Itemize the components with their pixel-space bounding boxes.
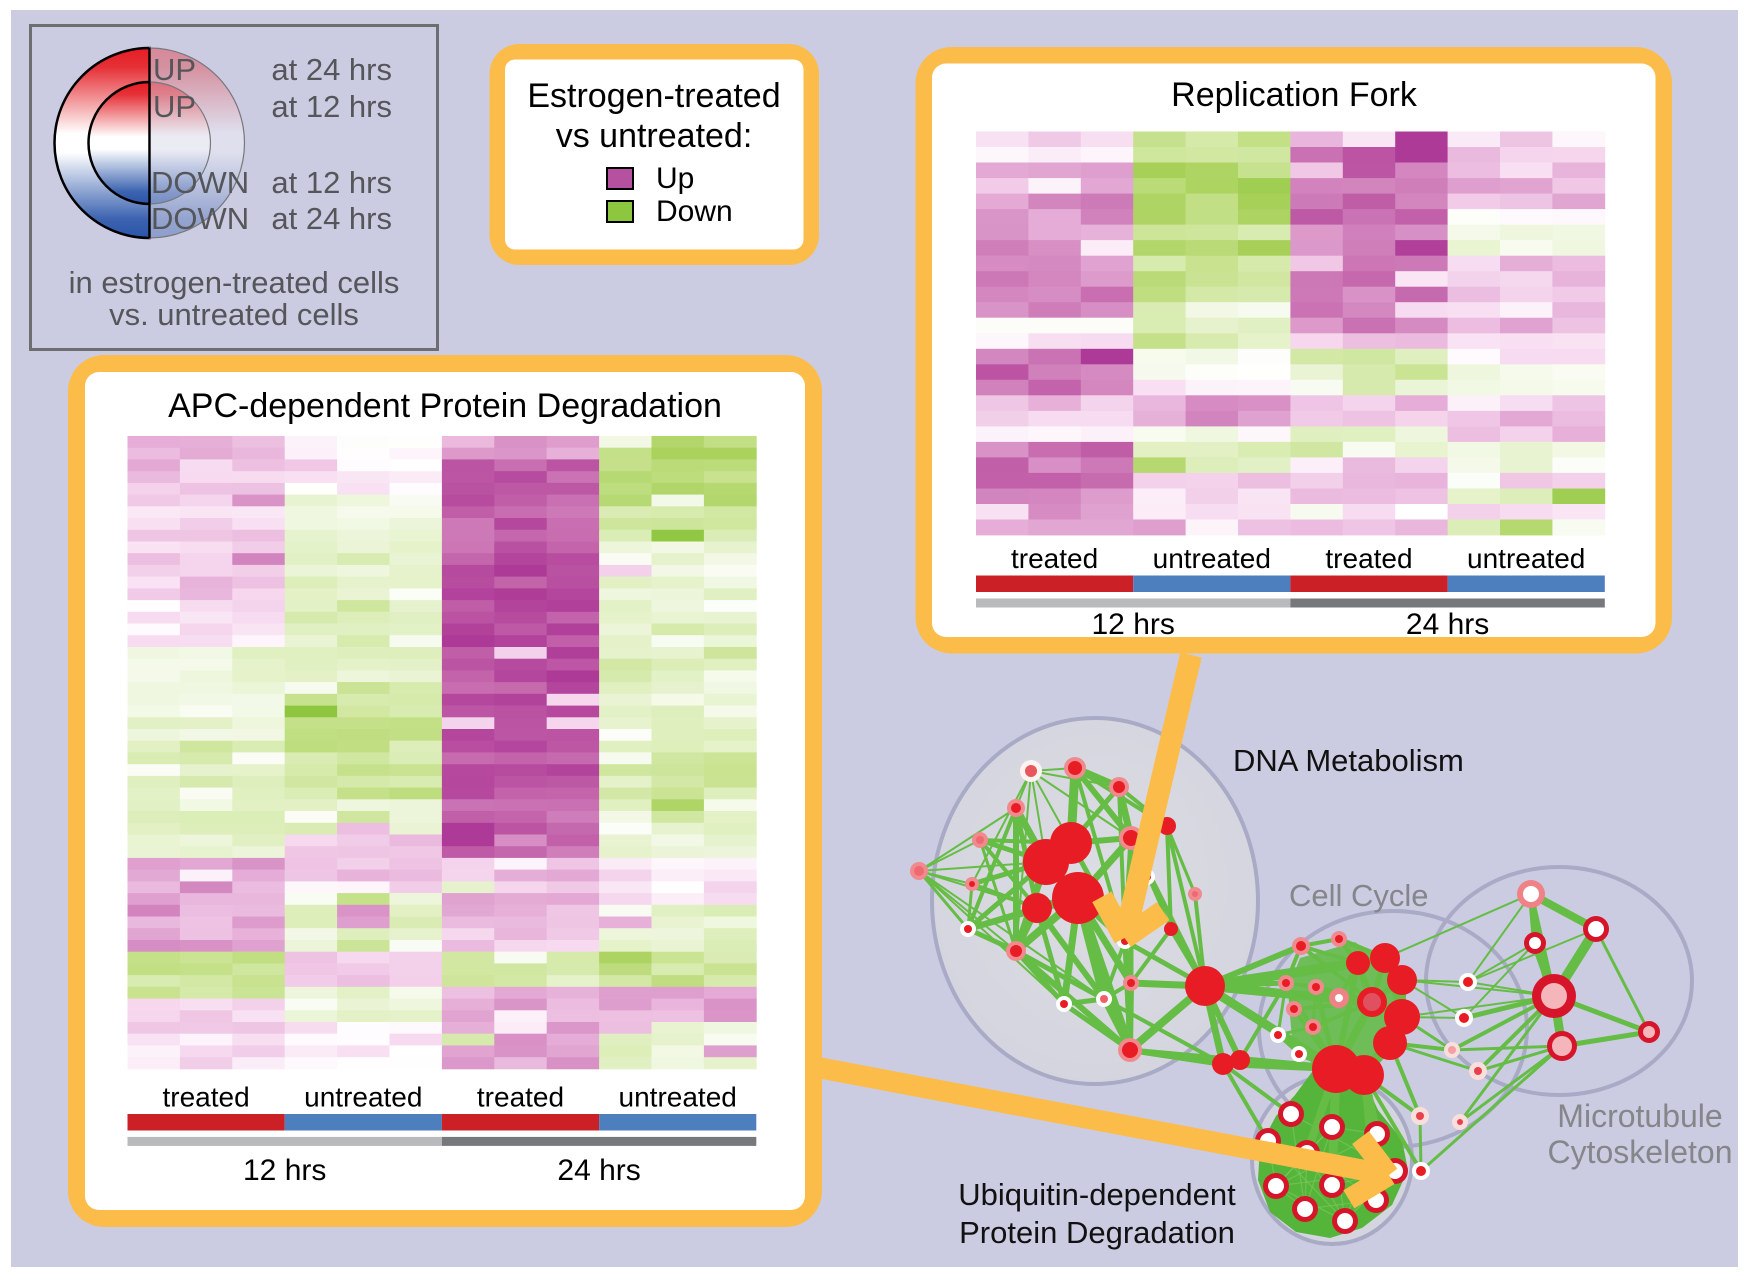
svg-text:DOWN: DOWN xyxy=(151,201,249,236)
svg-text:Cell Cycle: Cell Cycle xyxy=(1289,878,1429,913)
svg-text:24 hrs: 24 hrs xyxy=(1406,608,1489,641)
svg-text:Down: Down xyxy=(656,195,733,228)
svg-text:12 hrs: 12 hrs xyxy=(1092,608,1175,641)
svg-text:Replication Fork: Replication Fork xyxy=(1171,76,1418,114)
svg-text:treated: treated xyxy=(163,1082,250,1113)
svg-text:at 24 hrs: at 24 hrs xyxy=(271,201,392,236)
svg-text:vs. untreated cells: vs. untreated cells xyxy=(109,297,359,332)
svg-text:Protein Degradation: Protein Degradation xyxy=(959,1215,1235,1250)
svg-text:untreated: untreated xyxy=(1467,543,1585,574)
svg-text:DOWN: DOWN xyxy=(151,165,249,200)
svg-text:treated: treated xyxy=(1011,543,1098,574)
svg-text:at 12 hrs: at 12 hrs xyxy=(271,165,392,200)
svg-text:untreated: untreated xyxy=(619,1082,737,1113)
svg-text:vs untreated:: vs untreated: xyxy=(556,117,753,155)
svg-text:at 24 hrs: at 24 hrs xyxy=(271,52,392,87)
svg-text:Estrogen-treated: Estrogen-treated xyxy=(527,77,780,115)
svg-text:untreated: untreated xyxy=(304,1082,422,1113)
svg-text:UP: UP xyxy=(153,89,196,124)
svg-text:in estrogen-treated cells: in estrogen-treated cells xyxy=(69,265,400,300)
svg-text:UP: UP xyxy=(153,52,196,87)
svg-text:at 12 hrs: at 12 hrs xyxy=(271,89,392,124)
svg-text:APC-dependent Protein Degradat: APC-dependent Protein Degradation xyxy=(168,387,722,425)
svg-text:DNA Metabolism: DNA Metabolism xyxy=(1233,743,1464,778)
svg-text:Ubiquitin-dependent: Ubiquitin-dependent xyxy=(958,1177,1236,1212)
svg-text:treated: treated xyxy=(477,1082,564,1113)
svg-text:Up: Up xyxy=(656,162,694,195)
svg-text:12 hrs: 12 hrs xyxy=(243,1154,326,1187)
svg-text:Cytoskeleton: Cytoskeleton xyxy=(1548,1134,1733,1170)
svg-text:Microtubule: Microtubule xyxy=(1557,1098,1722,1134)
svg-text:treated: treated xyxy=(1325,543,1412,574)
svg-text:untreated: untreated xyxy=(1153,543,1271,574)
svg-text:24 hrs: 24 hrs xyxy=(557,1154,640,1187)
